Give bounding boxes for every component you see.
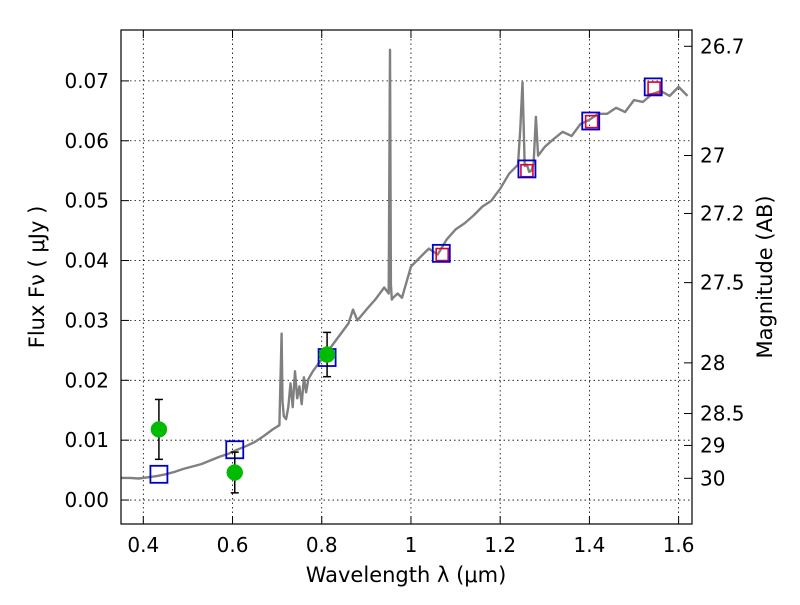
y2-tick-label: 29 xyxy=(700,433,725,457)
model-photometry-point xyxy=(584,114,599,129)
y2-tick-label: 27 xyxy=(700,144,725,168)
y2-tick-label: 28.5 xyxy=(700,402,745,426)
model-photometry-point xyxy=(435,247,449,262)
x-tick-label: 0.4 xyxy=(127,533,159,557)
marker-layer xyxy=(149,77,663,494)
green-detection-point xyxy=(226,464,244,481)
y-tick-label: 0.01 xyxy=(64,428,109,452)
model-photometry-point xyxy=(647,81,661,95)
y2-tick-label: 30 xyxy=(700,466,725,490)
plot-frame xyxy=(120,29,693,525)
y2-axis-label: Magnitude (AB) xyxy=(753,195,777,358)
x-tick-label: 1 xyxy=(405,533,418,557)
y-tick-label: 0.07 xyxy=(64,69,109,93)
y-tick-label: 0.00 xyxy=(64,488,109,512)
green-detection-point xyxy=(318,346,336,363)
x-axis-label: Wavelength λ (μm) xyxy=(306,563,507,587)
x-tick-label: 0.6 xyxy=(217,533,249,557)
observed-photometry-point xyxy=(581,111,601,131)
tick-layer: 0.4 0.6 0.8 1 1.2 1.4 1.6 0.00 0.01 0.02 0.03 0.04 0… xyxy=(64,30,745,557)
y-tick-label: 0.05 xyxy=(64,189,109,213)
green-detection-point xyxy=(150,421,168,438)
observed-photometry-point xyxy=(517,159,537,179)
y2-tick-label: 26.7 xyxy=(700,34,745,58)
observed-photometry-point xyxy=(431,243,451,263)
y2-tick-label: 28 xyxy=(700,351,725,375)
observed-photometry-point xyxy=(149,464,169,484)
x-tick-label: 1.4 xyxy=(573,533,605,557)
y-axis-label: Flux Fν ( μJy ) xyxy=(25,206,49,349)
x-tick-label: 1.2 xyxy=(484,533,516,557)
x-tick-label: 0.8 xyxy=(306,533,338,557)
y-tick-label: 0.04 xyxy=(64,249,109,273)
grid xyxy=(121,30,692,524)
observed-photometry-point xyxy=(643,77,663,97)
spectrum-layer xyxy=(121,48,689,480)
x-tick-label: 1.6 xyxy=(663,533,695,557)
y2-tick-label: 27.5 xyxy=(700,271,745,295)
y2-tick-label: 27.2 xyxy=(700,201,745,225)
y-tick-label: 0.03 xyxy=(64,308,109,332)
y-tick-label: 0.02 xyxy=(64,368,109,392)
spectrum-line xyxy=(121,48,689,480)
y-tick-label: 0.06 xyxy=(64,129,109,153)
